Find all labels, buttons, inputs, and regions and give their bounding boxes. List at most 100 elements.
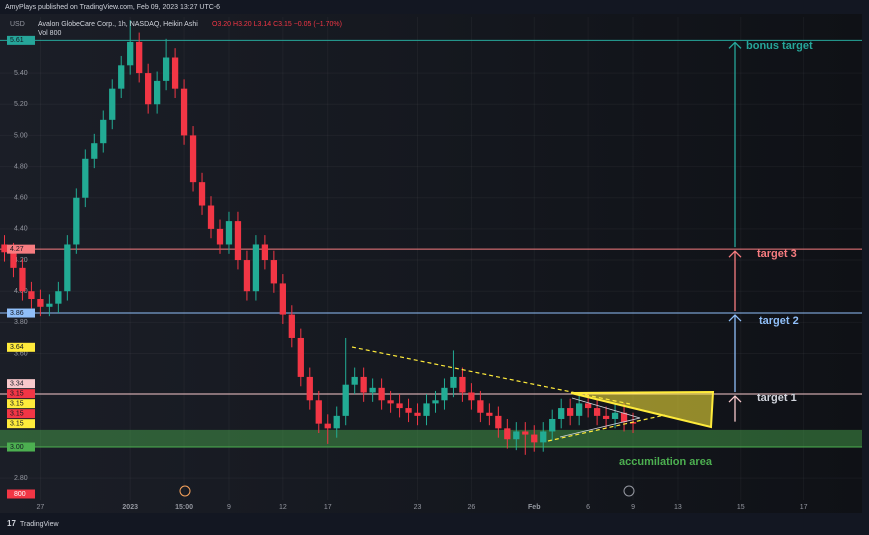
candle-body [423,403,430,416]
candle-body [19,267,26,292]
x-tick-label: 27 [37,504,45,511]
candle-body [64,244,71,292]
x-tick-label: 17 [324,504,332,511]
candle-body [360,376,367,393]
y-tick-label: 4.20 [14,257,28,264]
zone-label: accumilation area [619,456,713,468]
y-tick-label: 3.60 [14,350,28,357]
price-badge-label: 3.15 [10,400,24,407]
candle-body [243,260,251,292]
price-badge-label: 3.64 [10,344,24,351]
price-badge [7,308,35,318]
price-badge [7,419,35,429]
candle-body [252,244,260,292]
candle-body [620,412,628,423]
candle-body [593,408,601,416]
price-badge [7,442,35,452]
candle-body [109,88,116,120]
y-tick-label: 5.20 [14,101,28,108]
candle-body [369,387,376,393]
price-badge-label: 3.15 [10,420,24,427]
candle-body [351,376,358,385]
annotation: target 2 [759,315,799,327]
candle-body [567,408,574,416]
x-tick-label: 26 [468,504,476,511]
x-tick-label: 9 [631,504,635,511]
candle-body [432,400,439,404]
price-badge-label: 3.15 [10,410,24,417]
y-tick-label: 4.00 [14,288,28,295]
candle-body [522,431,529,435]
candle-body [333,415,340,429]
candle-body [162,57,170,81]
chart-title: Avalon GlobeCare Corp., 1h, NASDAQ, Heik… [38,21,198,28]
candle-body [73,197,80,245]
x-tick-label: 2023 [122,504,138,511]
candle-body [270,260,278,284]
price-badge-label: 3.00 [10,444,24,451]
candle-body [477,400,484,413]
candle-body [189,135,197,183]
candle-body [46,303,53,307]
logo: 17 [7,519,16,528]
x-tick-label: 23 [414,504,422,511]
candle-body [378,387,385,401]
candle-body [450,376,457,388]
x-tick-label: 15 [737,504,745,511]
y-tick-label: 2.80 [14,475,28,482]
candle-body [602,415,610,419]
candle-body [558,408,565,419]
annotation: target 3 [757,248,797,260]
price-badge-label: 5.61 [10,37,24,44]
price-badge [7,379,35,389]
candle-body [504,428,511,440]
y-tick-label: 4.80 [14,163,28,170]
price-badge [7,35,35,45]
candle-body [10,252,17,268]
y-tick-label: 5.00 [14,132,28,139]
volume-badge-label: 800 [14,491,26,498]
annotation: bonus target [746,40,813,52]
volume-badge [7,489,35,499]
candle-body [225,221,233,245]
candle-body [459,376,466,393]
x-tick-label: 17 [800,504,808,511]
candle-body [55,291,62,304]
top-bar [0,0,869,14]
candle-body [324,423,331,429]
x-tick-label: Feb [528,504,540,511]
x-tick-label: 12 [279,504,287,511]
arrow-head [728,395,742,403]
price-badge-label: 3.15 [10,390,24,397]
candle-body [100,119,107,144]
plot-area [0,14,862,513]
arrow-head [728,41,742,49]
candle-body [486,412,493,416]
price-badge-label: 4.27 [10,246,24,253]
candle-body [342,384,349,416]
accumulation-zone [0,429,862,448]
candle-body [549,418,556,432]
y-tick-label: 4.60 [14,195,28,202]
arrow-head [728,250,742,258]
candle-body [279,283,286,315]
candle-body [261,244,269,261]
candle-body [37,299,44,307]
bottom-bar [0,513,869,535]
x-tick-label: 13 [674,504,682,511]
annotation: target 1 [757,392,797,404]
candle-body [576,403,583,416]
x-tick-label: 15:00 [175,504,193,511]
candle-body [629,422,637,424]
ohlc: O3.20 H3.20 L3.14 C3.15 −0.05 (−1.70%) [212,21,342,28]
price-badge-label: 3.86 [10,310,24,317]
candle-body [513,431,520,440]
candle-body [153,80,161,105]
price-badge [7,244,35,254]
candle-body [297,337,304,377]
candle-body [28,291,35,300]
candle-body [495,415,502,429]
candle-body [387,400,394,404]
